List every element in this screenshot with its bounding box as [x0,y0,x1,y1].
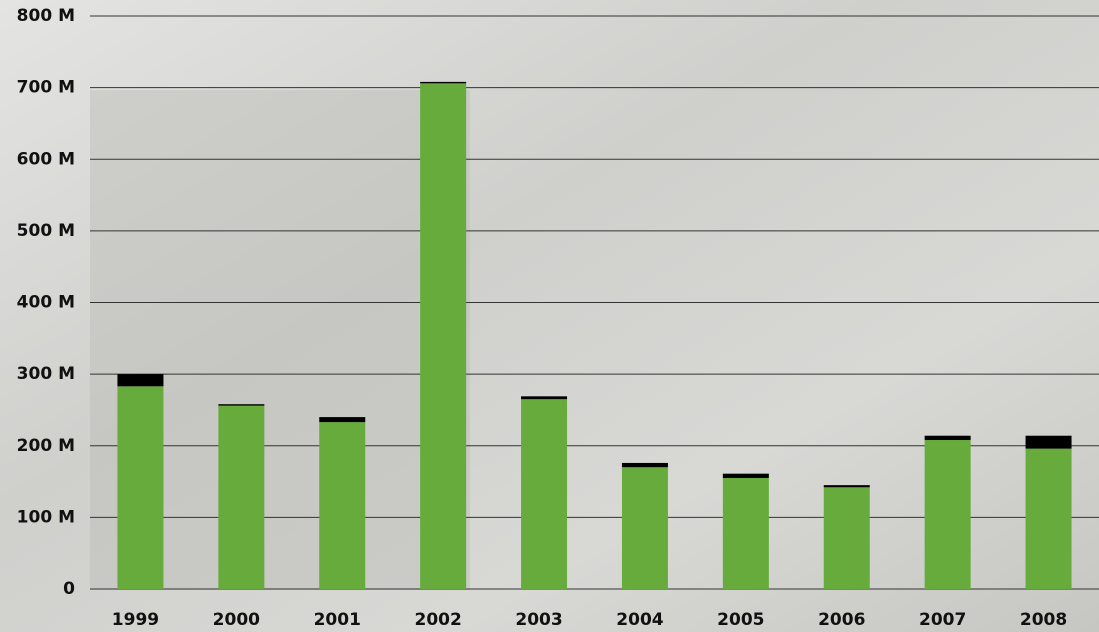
y-tick-label: 200 M [17,436,75,456]
bar-segment [319,417,365,422]
bar-segment [420,82,466,83]
bar-segment [925,436,971,440]
x-tick-label: 2001 [314,610,361,630]
bar-segment [824,487,870,589]
bar-segment [925,440,971,589]
bar-segment [319,422,365,589]
x-tick-label: 2004 [616,610,663,630]
bar-segment [521,399,567,589]
bar-segment [1026,436,1072,449]
bar-segment [420,83,466,589]
bar-segment [723,474,769,478]
x-tick-label: 2007 [919,610,966,630]
x-tick-label: 2008 [1020,610,1067,630]
bar-segment [622,463,668,467]
bar-segment [117,374,163,386]
bar-segment [218,404,264,405]
x-tick-label: 1999 [112,610,159,630]
y-tick-label: 600 M [17,149,75,169]
y-tick-label: 700 M [17,78,75,98]
x-tick-label: 2005 [717,610,764,630]
y-tick-label: 0 [63,579,75,599]
x-tick-label: 2000 [213,610,260,630]
x-tick-label: 2003 [515,610,562,630]
y-tick-label: 100 M [17,507,75,527]
y-tick-label: 500 M [17,221,75,241]
y-tick-label: 300 M [17,364,75,384]
bar-segment [218,406,264,589]
x-tick-label: 2002 [414,610,461,630]
y-tick-label: 400 M [17,293,75,313]
bar-segment [117,386,163,589]
bar-segment [521,396,567,399]
chart: 0 100 M 200 M 300 M 400 M 500 M 600 M 700 M 800 … [0,0,1099,632]
bar-segment [723,478,769,589]
x-tick-label: 2006 [818,610,865,630]
bar-segment [824,485,870,487]
bar-segment [1026,449,1072,589]
bar-segment [622,467,668,589]
y-tick-label: 800 M [17,6,75,26]
